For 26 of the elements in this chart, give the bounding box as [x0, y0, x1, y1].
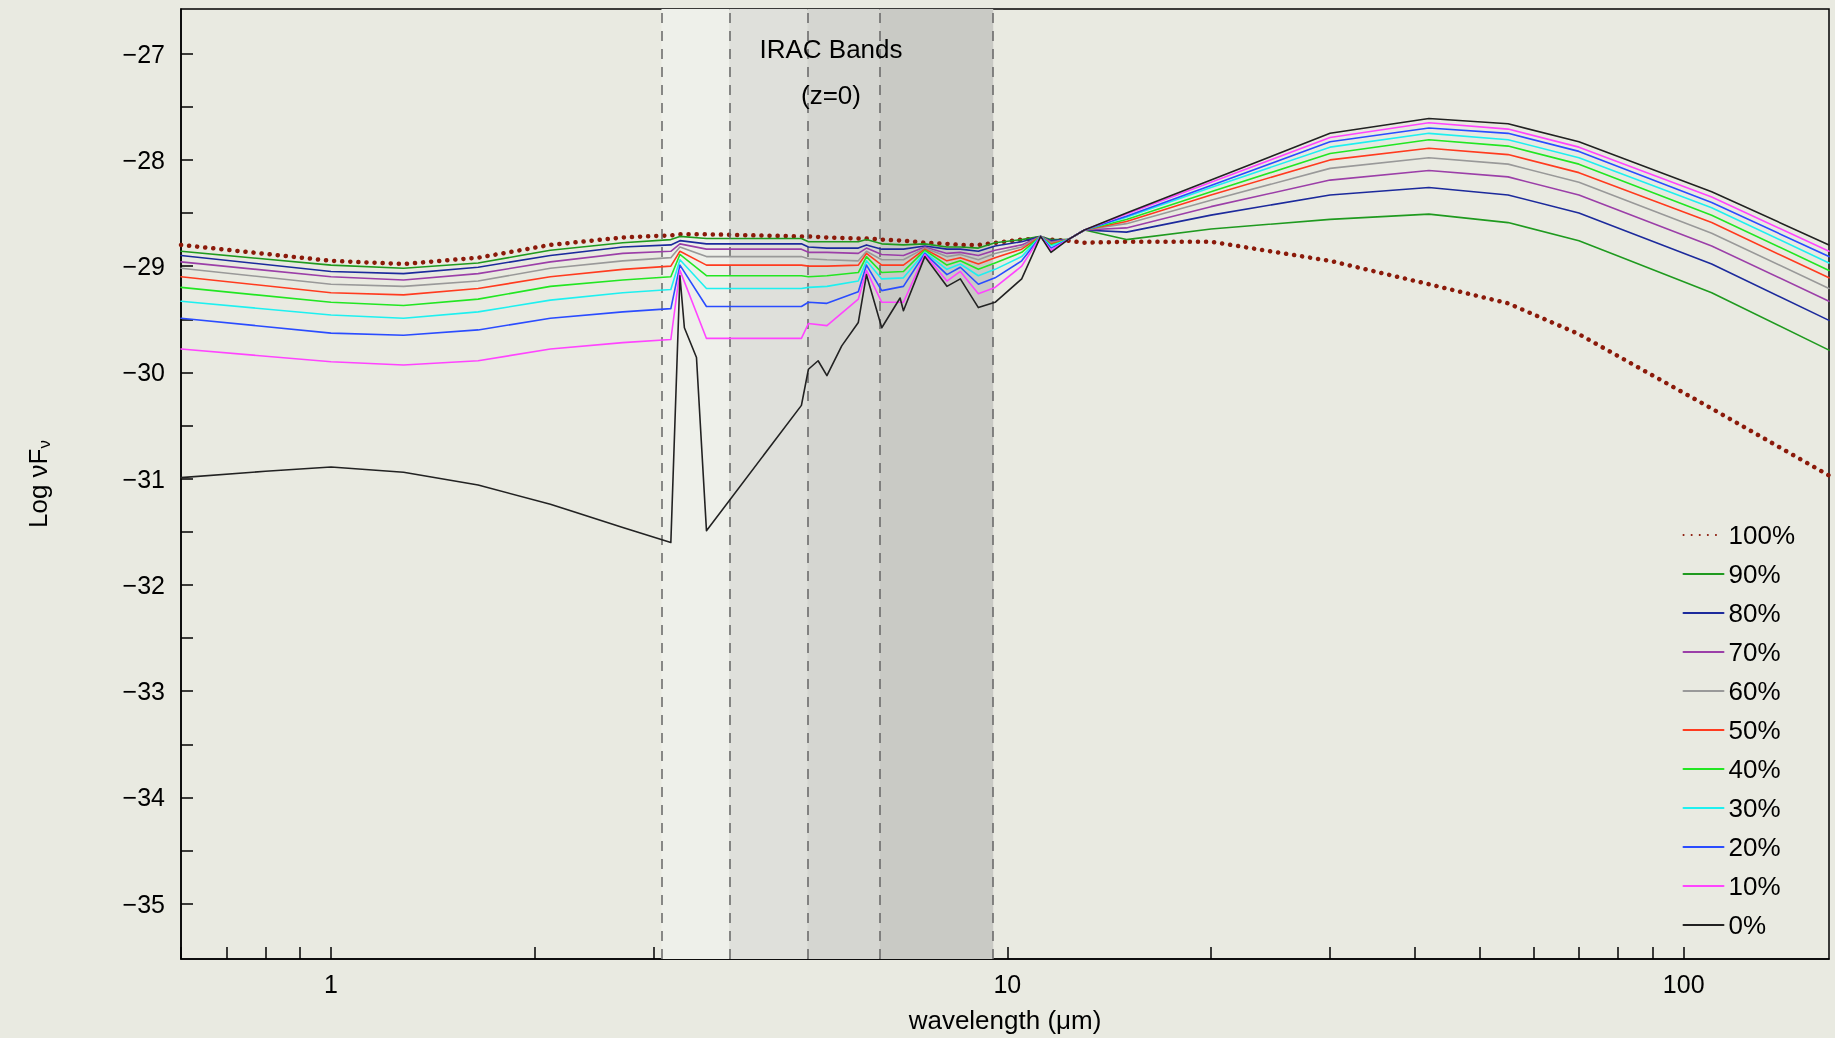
annotation: IRAC Bands (z=0)	[759, 34, 903, 110]
y-tick-label: −32	[122, 570, 165, 599]
y-tick-label: −34	[122, 783, 166, 812]
legend-label: 20%	[1728, 832, 1781, 862]
y-tick-label: −31	[122, 464, 165, 493]
y-tick-label: −35	[122, 889, 165, 918]
y-tick-label: −27	[122, 39, 165, 68]
x-axis-title: wavelength (μm)	[907, 1005, 1102, 1035]
legend-label: 40%	[1728, 754, 1781, 784]
legend-label: 50%	[1728, 715, 1781, 745]
y-tick-label: −30	[122, 358, 165, 387]
x-tick-label: 1	[324, 969, 338, 998]
y-tick-label: −29	[122, 252, 165, 281]
legend-label: 60%	[1728, 676, 1781, 706]
legend-label: 90%	[1728, 559, 1781, 589]
y-tick-label: −28	[122, 145, 165, 174]
legend-label: 70%	[1728, 637, 1781, 667]
legend-label: 0%	[1728, 910, 1767, 940]
legend-label: 10%	[1728, 871, 1781, 901]
x-tick-label: 100	[1662, 969, 1705, 998]
y-tick-label: −33	[122, 677, 165, 706]
legend-label: 80%	[1728, 598, 1781, 628]
legend-label: 100%	[1728, 520, 1795, 550]
x-tick-label: 10	[993, 969, 1022, 998]
y-axis-title: Log νFν	[23, 440, 54, 528]
legend-label: 30%	[1728, 793, 1781, 823]
